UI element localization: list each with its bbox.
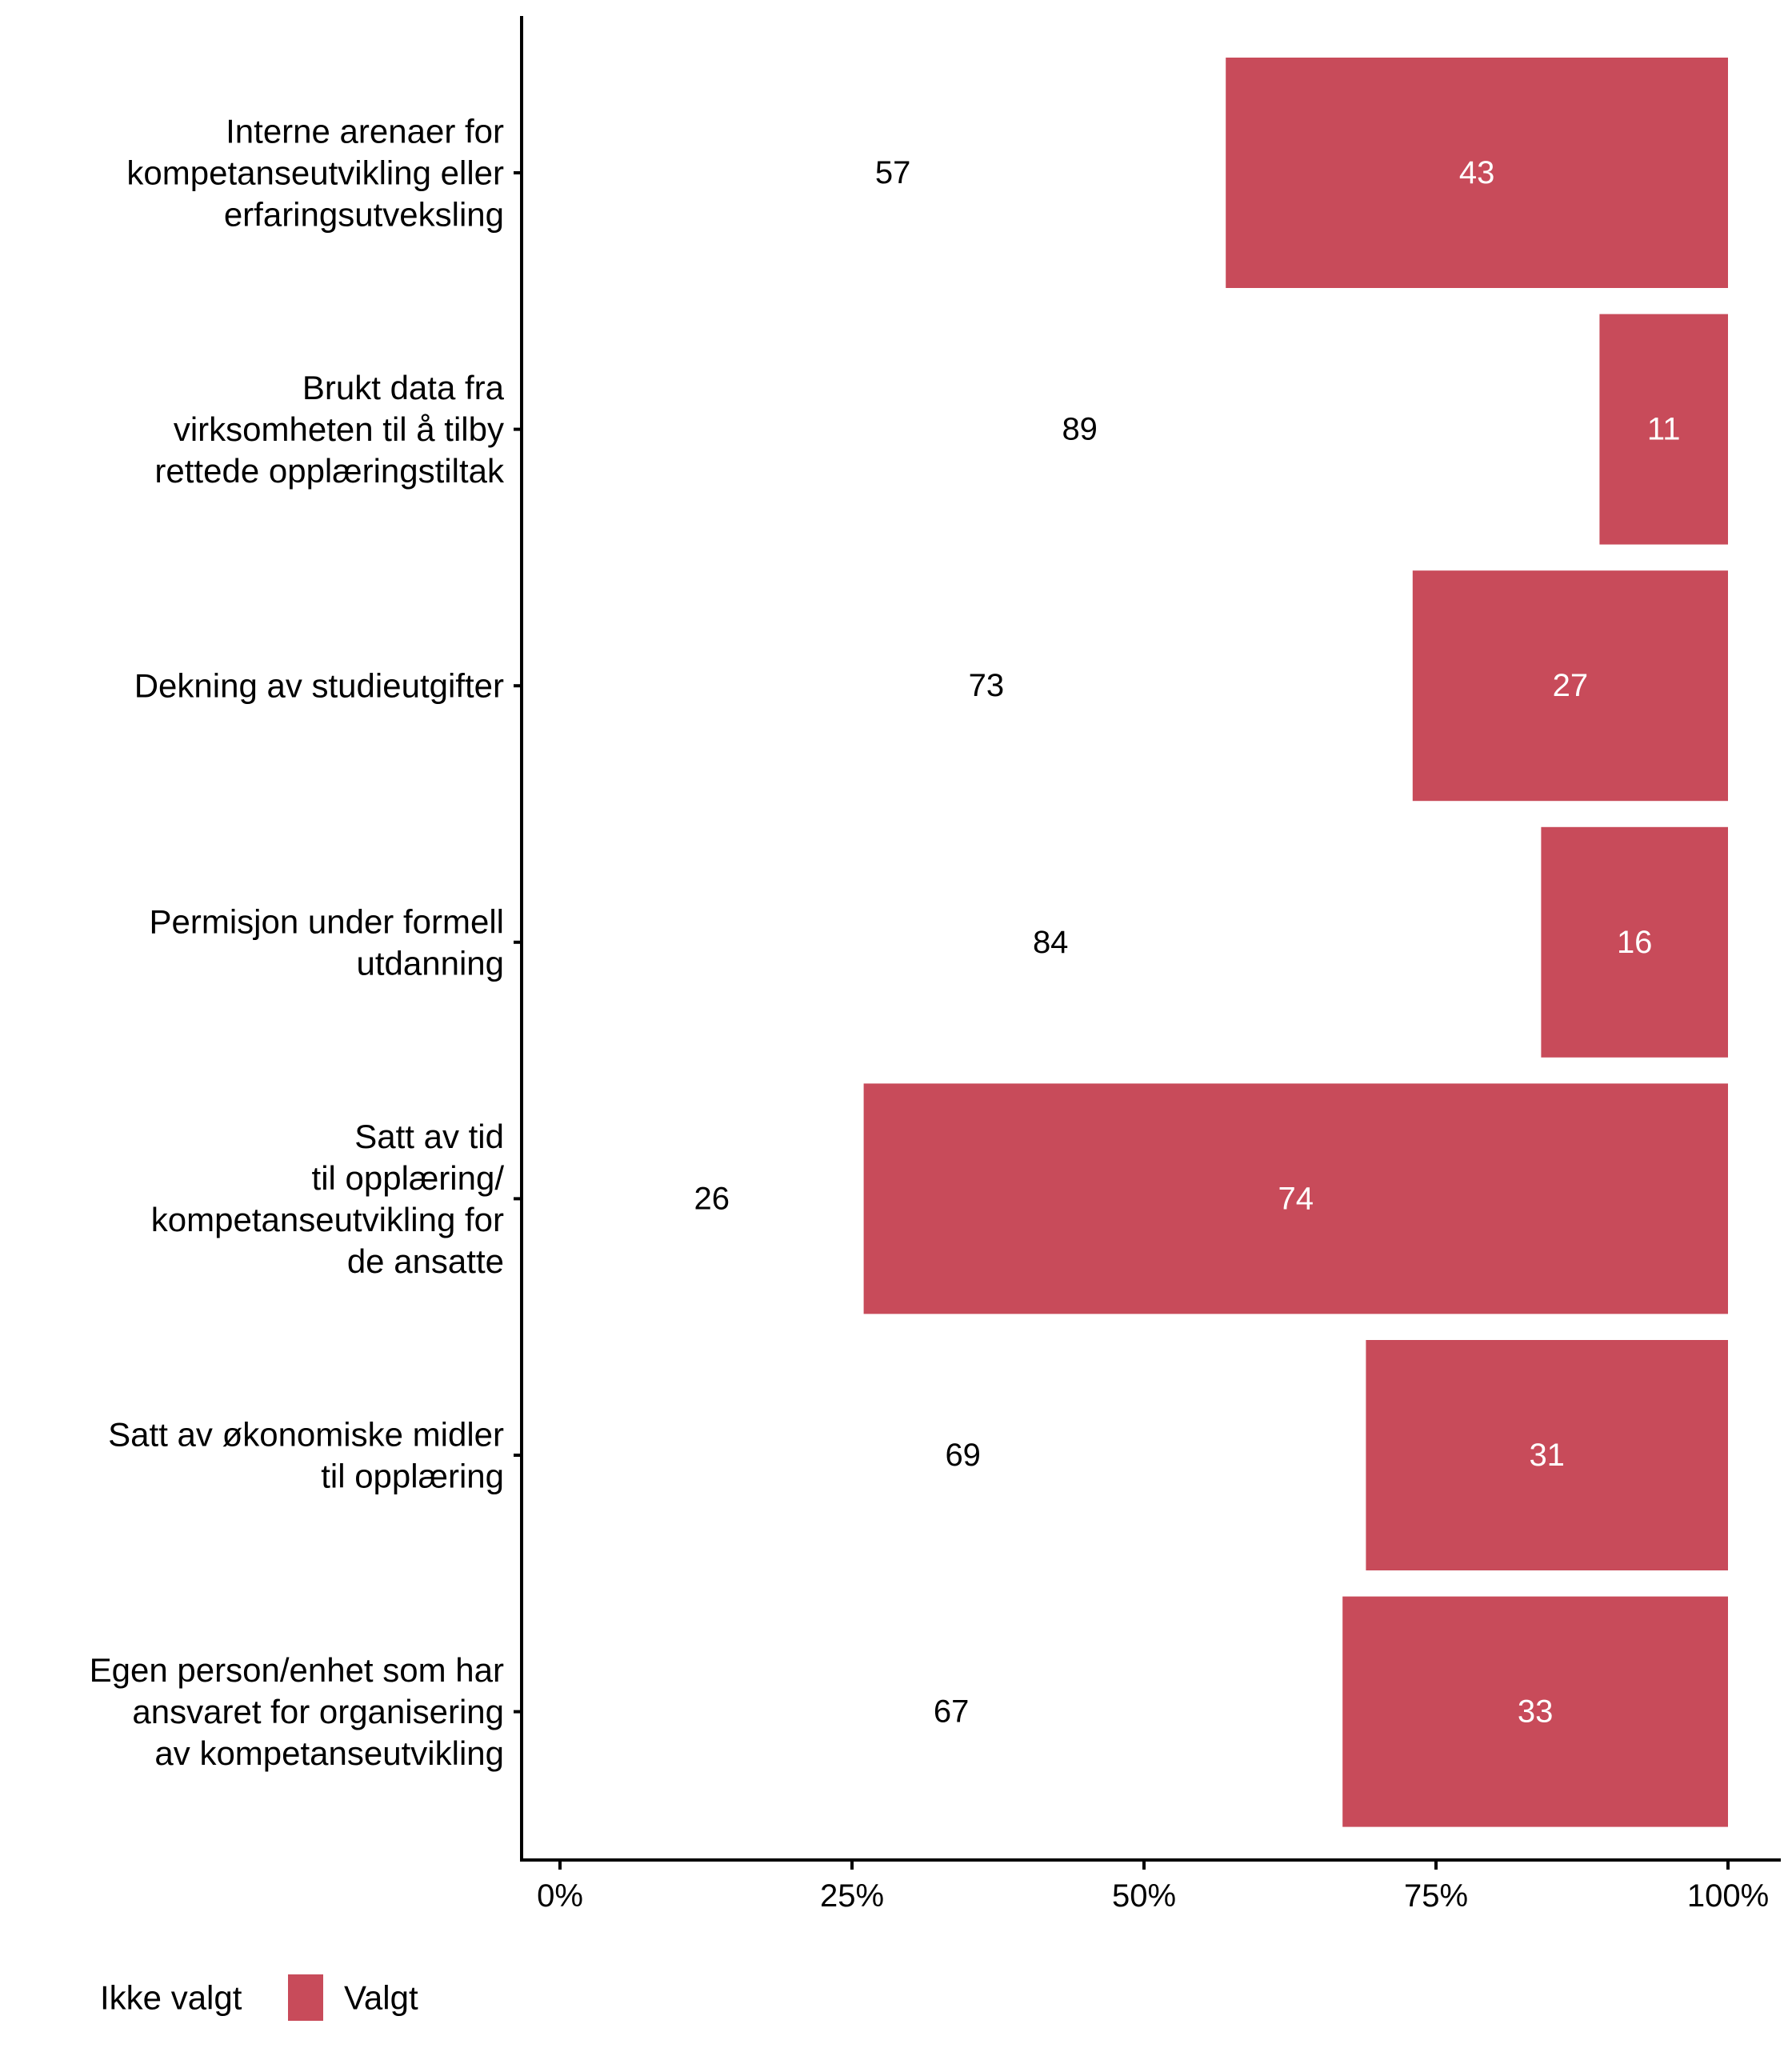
data-label: 16 — [1617, 925, 1653, 960]
bar-valgt — [1541, 826, 1728, 1058]
data-label: 43 — [1459, 155, 1495, 190]
data-label: 73 — [969, 668, 1005, 703]
data-label: 33 — [1518, 1694, 1554, 1730]
category-label-line: av kompetanseutvikling — [154, 1734, 504, 1772]
legend-key-valgt — [288, 1974, 323, 2021]
data-label: 84 — [1033, 925, 1069, 960]
bar-valgt — [863, 1083, 1728, 1314]
bar-valgt — [1226, 58, 1728, 288]
y-axis-labels: Interne arenaer for kompetanseutvikling e… — [90, 113, 522, 1772]
x-tick-label: 0% — [537, 1878, 583, 1914]
category-label: Brukt data fra virksomheten til å tilby re… — [154, 369, 505, 490]
bar-ikke-valgt — [560, 58, 1226, 288]
category-label: Satt av tid til opplæring/kompetanseutvik… — [151, 1118, 505, 1280]
bars-layer: 57 43 89 11 73 27 84 16 26 74 69 31 67 33 — [560, 58, 1728, 1827]
legend-label-valgt: Valgt — [344, 1979, 418, 2017]
bar-ikke-valgt — [560, 1340, 1366, 1570]
data-label: 67 — [934, 1694, 970, 1730]
category-label: Satt av økonomiske midler til opplæring — [108, 1416, 504, 1495]
data-label: 74 — [1278, 1181, 1314, 1216]
data-label: 89 — [1062, 412, 1098, 447]
bar-valgt — [1599, 314, 1728, 545]
legend: Ikke valgt Valgt — [100, 1974, 418, 2021]
data-label: 26 — [694, 1181, 730, 1216]
bar-valgt — [1412, 570, 1728, 802]
category-label: Interne arenaer for kompetanseutvikling e… — [126, 113, 504, 234]
category-label: Egen person/enhet som har ansvaret for or… — [90, 1651, 504, 1772]
category-label-line: de ansatte — [347, 1242, 504, 1280]
bar-valgt — [1342, 1596, 1728, 1827]
category-label-line: kompetanseutvikling eller — [126, 154, 504, 192]
bar-ikke-valgt — [560, 1596, 1343, 1827]
category-label-line: ansvaret for organisering — [132, 1693, 504, 1730]
legend-label-ikke-valgt: Ikke valgt — [100, 1979, 242, 2017]
data-label: 57 — [875, 155, 911, 190]
category-label-line: Brukt data fra — [302, 369, 505, 406]
category-label-line: virksomheten til å tilby — [174, 410, 504, 448]
data-label: 31 — [1529, 1438, 1565, 1473]
bar-ikke-valgt — [560, 570, 1413, 802]
bar-ikke-valgt — [560, 314, 1600, 545]
category-label-line: Satt av økonomiske midler — [108, 1416, 504, 1454]
category-label-line: til opplæring/ — [312, 1159, 505, 1197]
x-axis: 0% 25% 50% 75% 100% — [537, 1860, 1769, 1914]
bar-ikke-valgt — [560, 1083, 864, 1314]
category-label-line: Egen person/enhet som har — [90, 1651, 504, 1689]
x-tick-label: 75% — [1404, 1878, 1468, 1914]
category-label-line: Interne arenaer for — [226, 113, 504, 150]
data-label: 69 — [945, 1438, 981, 1473]
bar-valgt — [1366, 1340, 1728, 1570]
data-label: 27 — [1553, 668, 1589, 703]
category-label-line: kompetanseutvikling for — [151, 1201, 504, 1238]
category-label-line: Satt av tid — [354, 1118, 504, 1155]
x-tick-label: 25% — [820, 1878, 884, 1914]
bar-ikke-valgt — [560, 826, 1542, 1058]
category-label-line: utdanning — [356, 944, 504, 982]
category-label-line: Permisjon under formell — [149, 902, 504, 940]
category-label: Dekning av studieutgifter — [134, 667, 504, 705]
category-label-line: Dekning av studieutgifter — [134, 667, 504, 705]
category-label-line: rettede opplæringstiltak — [154, 452, 505, 490]
x-tick-label: 50% — [1112, 1878, 1176, 1914]
category-label-line: erfaringsutveksling — [224, 196, 504, 234]
category-label: Permisjon under formell utdanning — [149, 902, 504, 982]
x-tick-label: 100% — [1687, 1878, 1769, 1914]
category-label-line: til opplæring — [321, 1458, 504, 1495]
data-label: 11 — [1647, 412, 1681, 447]
